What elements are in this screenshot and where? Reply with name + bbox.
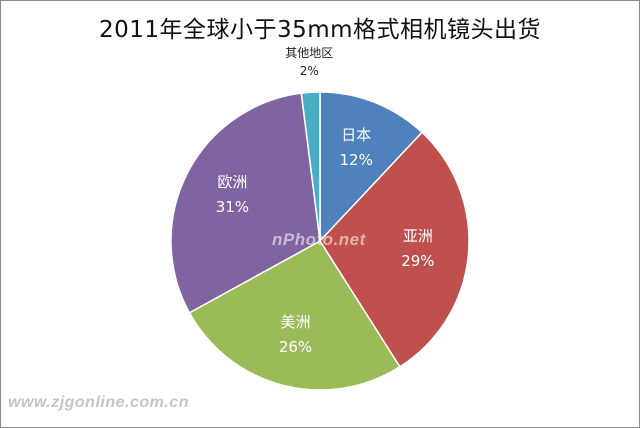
pie-slice-3 (188, 240, 401, 391)
chart-title: 2011年全球小于35mm格式相机镜头出货 (98, 17, 542, 43)
slice-value-label: 29% (401, 252, 434, 270)
pie-slice-2 (319, 131, 470, 368)
pie-slice-4 (170, 92, 321, 314)
pie-slice-5 (300, 91, 321, 242)
slice-value-label: 2% (300, 64, 319, 78)
slice-category-label: 日本 (341, 126, 371, 144)
pie-slice-1 (319, 91, 424, 243)
slice-value-label: 12% (340, 151, 373, 169)
slice-category-label: 其他地区 (285, 46, 333, 60)
site-watermark: www.zjgonline.com.cn (8, 394, 189, 411)
slice-category-label: 亚洲 (403, 227, 433, 245)
slice-category-label: 欧洲 (217, 173, 247, 191)
slice-value-label: 31% (216, 198, 249, 216)
slice-value-label: 26% (279, 338, 312, 356)
slice-category-label: 美洲 (280, 313, 310, 331)
watermark-text: nPhoto.net (272, 230, 366, 249)
